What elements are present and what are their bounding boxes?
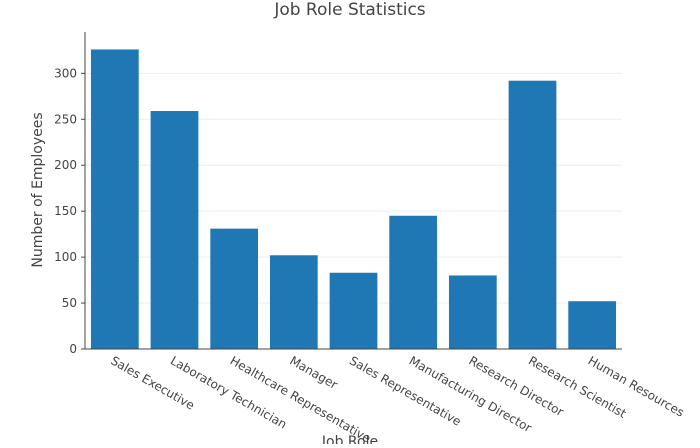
y-tick-label: 200 <box>54 158 77 172</box>
y-tick-label: 150 <box>54 204 77 218</box>
bar-sales-executive[interactable] <box>90 49 139 349</box>
y-tick-label: 250 <box>54 112 77 126</box>
y-tick-label: 50 <box>62 296 77 310</box>
bar-manager[interactable] <box>269 255 318 349</box>
bar-research-director[interactable] <box>448 275 497 349</box>
x-tick-label: Research Scientist <box>526 353 629 420</box>
bar-manufacturing-director[interactable] <box>389 215 438 349</box>
y-tick-labels: 0 50 100 150 200 250 300 <box>54 66 77 356</box>
x-axis-title: Job Role <box>321 434 378 444</box>
bar-sales-representative[interactable] <box>329 272 378 349</box>
axes <box>81 32 622 350</box>
bar-human-resources[interactable] <box>568 301 617 349</box>
x-tick-label: Manager <box>287 353 340 391</box>
chart-title: Job Role Statistics <box>273 0 425 20</box>
bar-research-scientist[interactable] <box>508 80 557 349</box>
y-tick-label: 300 <box>54 66 77 80</box>
y-tick-label: 0 <box>69 342 77 356</box>
x-tick-label: Sales Representative <box>347 353 463 428</box>
y-tick-label: 100 <box>54 250 77 264</box>
bar-laboratory-technician[interactable] <box>150 111 199 349</box>
bars <box>90 49 617 349</box>
bar-healthcare-representative[interactable] <box>210 228 259 349</box>
y-axis-title: Number of Employees <box>30 112 46 267</box>
x-tick-label: Human Resources <box>586 353 687 419</box>
